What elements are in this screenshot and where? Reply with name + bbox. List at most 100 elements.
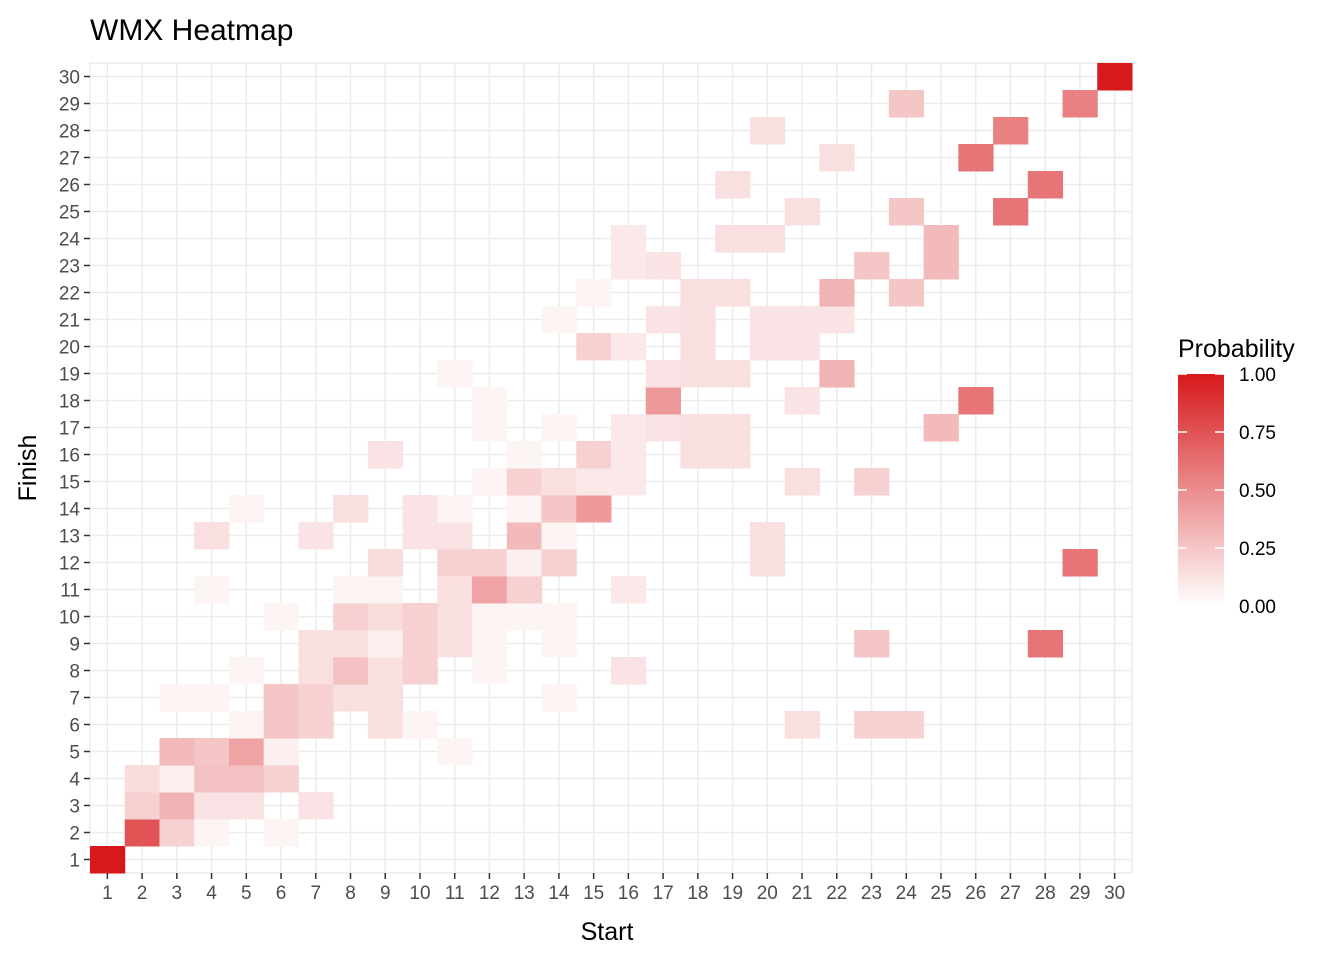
legend-tick-label: 0.00	[1239, 597, 1276, 618]
x-tick-label: 10	[409, 883, 430, 904]
y-tick-label: 13	[59, 527, 80, 548]
heatmap-cell	[263, 765, 299, 793]
x-tick-label: 5	[241, 883, 252, 904]
heatmap-cell	[263, 711, 299, 739]
heatmap-cell	[472, 549, 508, 577]
heatmap-cell	[437, 495, 473, 523]
x-tick-label: 19	[722, 883, 743, 904]
heatmap-cell	[333, 684, 369, 712]
heatmap-cell	[402, 495, 438, 523]
heatmap-cell	[576, 468, 612, 496]
chart-title: WMX Heatmap	[90, 14, 293, 47]
x-tick-label: 8	[345, 883, 356, 904]
heatmap-cell	[715, 279, 751, 307]
heatmap-cell	[437, 738, 473, 766]
heatmap-cell	[194, 819, 230, 847]
heatmap-cell	[263, 684, 299, 712]
heatmap-cell	[1027, 171, 1064, 199]
heatmap-cell	[1062, 90, 1098, 118]
heatmap-cell	[159, 738, 195, 766]
heatmap-cell	[194, 576, 230, 604]
heatmap-cell	[159, 792, 195, 820]
heatmap-cell	[124, 819, 160, 847]
heatmap-cell	[854, 468, 890, 496]
x-tick-label: 17	[653, 883, 674, 904]
heatmap-cell	[298, 630, 334, 658]
heatmap-cell	[784, 711, 820, 739]
y-tick-label: 16	[59, 446, 80, 467]
heatmap-cell	[888, 711, 925, 739]
heatmap-cell	[541, 603, 577, 631]
heatmap-cell	[402, 522, 438, 550]
legend-tick-label: 1.00	[1239, 365, 1276, 386]
heatmap-cell	[263, 603, 299, 631]
heatmap-cell	[506, 522, 543, 550]
heatmap-cell	[749, 225, 786, 253]
y-axis-title: Finish	[14, 435, 42, 502]
y-tick-label: 30	[59, 68, 80, 89]
x-tick-label: 20	[757, 883, 778, 904]
heatmap-cell	[819, 144, 855, 172]
heatmap-cell	[715, 171, 751, 199]
heatmap-cell	[472, 414, 508, 442]
heatmap-cell	[1062, 549, 1098, 577]
y-tick-label: 20	[59, 338, 80, 359]
heatmap-cell	[645, 387, 681, 415]
heatmap-cell	[715, 225, 751, 253]
y-tick-label: 21	[59, 311, 80, 332]
x-tick-label: 3	[172, 883, 183, 904]
y-tick-label: 25	[59, 203, 80, 224]
x-tick-label: 15	[583, 883, 604, 904]
heatmap-cell	[645, 306, 681, 334]
heatmap-cell	[159, 765, 195, 793]
x-tick-label: 21	[791, 883, 812, 904]
heatmap-cell	[402, 657, 438, 685]
x-tick-label: 7	[310, 883, 321, 904]
heatmap-cell	[506, 495, 543, 523]
x-tick-label: 28	[1035, 883, 1056, 904]
heatmap-cell	[541, 522, 577, 550]
x-tick-label: 23	[861, 883, 882, 904]
heatmap-cell	[1097, 63, 1133, 91]
heatmap-cell	[576, 279, 612, 307]
heatmap-cell	[854, 630, 890, 658]
heatmap-cell	[888, 279, 925, 307]
legend-tick-label: 0.75	[1239, 423, 1276, 444]
x-tick-label: 12	[479, 883, 500, 904]
y-tick-label: 26	[59, 176, 80, 197]
heatmap-cell	[888, 198, 925, 226]
heatmap-cell	[680, 306, 716, 334]
heatmap-cell	[367, 549, 404, 577]
y-tick-label: 11	[60, 581, 80, 602]
x-tick-label: 26	[965, 883, 986, 904]
heatmap-cell	[472, 576, 508, 604]
y-tick-label: 23	[59, 257, 80, 278]
legend-tick-label: 0.25	[1239, 539, 1276, 560]
heatmap-cell	[749, 117, 786, 145]
heatmap-cell	[159, 684, 195, 712]
heatmap-cell	[333, 630, 369, 658]
y-tick-label: 15	[59, 473, 80, 494]
heatmap-cell	[541, 630, 577, 658]
heatmap-cell	[611, 441, 647, 469]
heatmap-cell	[645, 414, 681, 442]
heatmap-cell	[923, 414, 959, 442]
heatmap-cell	[437, 549, 473, 577]
heatmap-cell	[715, 414, 751, 442]
heatmap-cell	[402, 711, 438, 739]
heatmap-cell	[506, 549, 543, 577]
x-tick-label: 25	[930, 883, 951, 904]
y-tick-label: 1	[69, 851, 80, 872]
heatmap-cell	[645, 252, 681, 280]
heatmap-cell	[437, 360, 473, 388]
y-tick-label: 8	[69, 662, 80, 683]
heatmap-cell	[228, 765, 265, 793]
heatmap-cell	[506, 468, 543, 496]
y-tick-label: 18	[59, 392, 80, 413]
heatmap-cell	[437, 603, 473, 631]
y-tick-label: 17	[59, 419, 80, 440]
heatmap-cell	[784, 387, 820, 415]
heatmap-cell	[124, 792, 160, 820]
heatmap-cell	[611, 225, 647, 253]
